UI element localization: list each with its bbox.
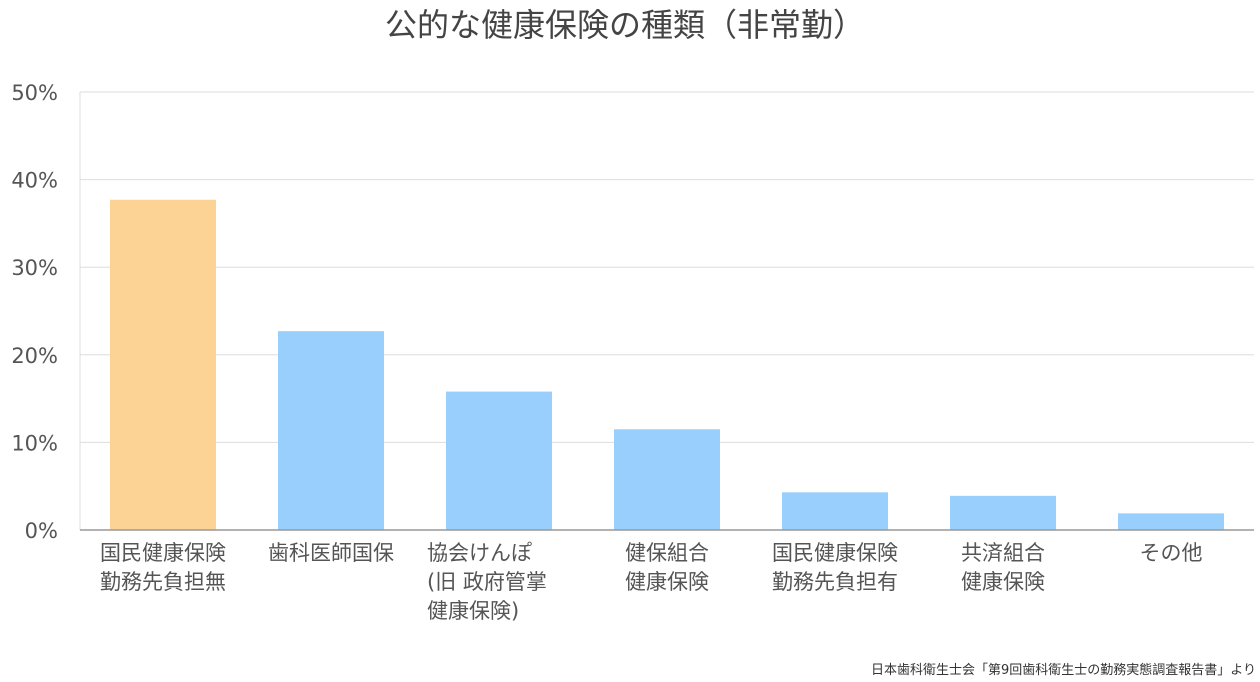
y-tick-label: 20% <box>11 344 58 368</box>
x-tick-label: 協会けんぽ(旧 政府管掌健康保険) <box>427 541 547 623</box>
x-tick-label: 健保組合健康保険 <box>625 541 709 594</box>
y-tick-label: 40% <box>11 169 58 193</box>
x-tick-label: その他 <box>1140 541 1203 565</box>
bar <box>446 391 552 530</box>
bar <box>110 199 216 531</box>
y-axis-ticks: 0% 10% 20% 30% 40% 50% <box>11 81 58 543</box>
bar <box>782 492 888 530</box>
x-tick-label: 国民健康保険勤務先負担無 <box>100 541 226 594</box>
x-tick-label: 共済組合健康保険 <box>961 541 1045 594</box>
bars <box>110 199 1224 531</box>
x-tick-label: 歯科医師国保 <box>268 541 394 565</box>
y-tick-label: 30% <box>11 256 58 280</box>
bar <box>278 331 384 530</box>
gridlines <box>79 91 1254 530</box>
y-tick-label: 50% <box>11 81 58 105</box>
bar <box>614 429 720 530</box>
x-tick-label: 国民健康保険勤務先負担有 <box>772 541 898 594</box>
y-tick-label: 10% <box>11 431 58 455</box>
chart-title: 公的な健康保険の種類（非常勤） <box>385 6 865 44</box>
y-tick-label: 0% <box>25 519 58 543</box>
source-note: 日本歯科衛生士会「第9回歯科衛生士の勤務実態調査報告書」より <box>870 663 1256 678</box>
bar <box>1118 513 1224 530</box>
x-axis-labels: 国民健康保険勤務先負担無 歯科医師国保 協会けんぽ(旧 政府管掌健康保険) 健保組合健… <box>100 541 1203 623</box>
bar <box>950 495 1056 530</box>
